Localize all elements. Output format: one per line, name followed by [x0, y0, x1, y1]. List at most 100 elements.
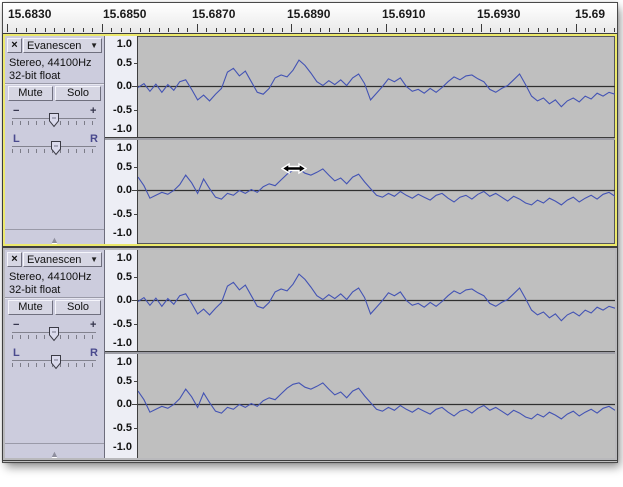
chevron-down-icon: ▼ [90, 255, 98, 264]
waveform-line [138, 59, 615, 108]
gain-slider-thumb[interactable] [48, 326, 60, 342]
close-track-button[interactable]: × [7, 252, 22, 267]
close-track-button[interactable]: × [7, 38, 22, 53]
channel-divider[interactable] [105, 351, 615, 354]
scale-label: -1.0 [113, 441, 132, 453]
solo-button[interactable]: Solo [55, 86, 101, 101]
track-1-waveform-area[interactable] [138, 36, 615, 244]
timeline-tick [206, 28, 208, 32]
audacity-window: 15.6830 15.6850 15.6870 15.6890 15.6910 15.69… [2, 3, 618, 462]
pan-slider-thumb[interactable] [50, 354, 62, 370]
track-1-control-panel: × Evanescen ▼ Stereo, 44100Hz 32-bit flo… [5, 36, 105, 245]
pan-left-label: L [13, 347, 20, 359]
timeline-label: 15.6870 [192, 7, 236, 21]
panel-divider [5, 83, 104, 85]
timeline-tick [35, 28, 37, 32]
timeline-label: 15.6830 [8, 7, 52, 21]
track-title-menu[interactable]: Evanescen ▼ [23, 38, 102, 53]
scale-label: -0.5 [113, 104, 132, 116]
timeline-tick [234, 28, 236, 32]
waveform-left-channel[interactable] [138, 36, 615, 137]
track-format-line1: Stereo, 44100Hz [9, 271, 92, 283]
timeline-label: 15.6910 [382, 7, 426, 21]
collapse-track-button[interactable]: ▲ [5, 443, 104, 459]
scale-label: -0.5 [113, 422, 132, 434]
timeline-tick [471, 28, 473, 32]
timeline-tick [462, 28, 464, 32]
pan-right-label: R [90, 133, 98, 145]
scale-label: 0.0 [116, 398, 132, 410]
vertical-scale-ruler[interactable]: 1.0 0.5 0.0 -0.5 -1.0 1.0 0.5 0.0 -0.5 -1.0 [105, 250, 138, 458]
waveform-right-channel[interactable] [138, 354, 615, 455]
timeline-tick [604, 28, 606, 32]
scale-tick [134, 63, 137, 64]
timeline-label: 15.69 [575, 7, 606, 21]
timeline-tick [253, 28, 255, 32]
timeline-tick [395, 28, 397, 32]
timeline-tick [566, 28, 568, 32]
timeline-tick [7, 24, 8, 32]
timeline-tick [518, 28, 520, 32]
scale-tick [132, 300, 137, 301]
timeline-ruler[interactable]: 15.6830 15.6850 15.6870 15.6890 15.6910 15.69… [3, 3, 617, 34]
timeline-tick [281, 28, 283, 32]
track-title: Evanescen [27, 253, 82, 266]
vertical-scale-ruler[interactable]: 1.0 0.5 0.0 -0.5 -1.0 1.0 0.5 0.0 -0.5 -1.0 [105, 36, 138, 244]
pan-slider-thumb[interactable] [50, 140, 62, 156]
mute-button[interactable]: Mute [8, 300, 53, 315]
timeline-tick [376, 28, 378, 32]
timeline-tick [158, 28, 160, 32]
timeline-tick [414, 28, 416, 32]
timeline-label: 15.6890 [287, 7, 331, 21]
timeline-tick [452, 28, 454, 32]
mute-button[interactable]: Mute [8, 86, 53, 101]
scale-label: 0.5 [116, 375, 132, 387]
timeline-tick [528, 28, 530, 32]
track-2-control-panel: × Evanescen ▼ Stereo, 44100Hz 32-bit flo… [5, 250, 105, 459]
track-2-waveform-area[interactable] [138, 250, 615, 458]
timeline-tick [16, 28, 18, 32]
timeline-tick [177, 28, 179, 32]
scale-tick [134, 167, 137, 168]
timeline-tick [547, 28, 549, 32]
scale-tick [134, 324, 137, 325]
timeline-tick [443, 28, 445, 32]
scale-label: 1.0 [116, 38, 132, 50]
timeline-tick [54, 28, 56, 32]
waveform-right-channel[interactable] [138, 140, 615, 241]
waveform-left-channel[interactable] [138, 250, 615, 351]
timeline-tick [92, 28, 94, 32]
timeline-tick [149, 28, 151, 32]
timeline-tick [300, 28, 302, 32]
scale-tick [134, 428, 137, 429]
timeline-tick [556, 28, 558, 32]
timeline-tick [386, 24, 388, 32]
timeline-tick [499, 28, 501, 32]
timeline-tick [481, 24, 482, 32]
solo-button[interactable]: Solo [55, 300, 101, 315]
collapse-track-button[interactable]: ▲ [5, 229, 104, 245]
timeline-tick [244, 28, 245, 32]
timeline-tick [575, 24, 577, 32]
pan-left-label: L [13, 133, 20, 145]
chevron-down-icon: ▼ [90, 41, 98, 50]
gain-plus-label: + [90, 319, 97, 331]
waveform-line [138, 168, 615, 206]
timeline-tick [139, 28, 141, 32]
timeline-tick [196, 24, 198, 32]
timeline-tick [537, 28, 539, 32]
track-title-menu[interactable]: Evanescen ▼ [23, 252, 102, 267]
gain-slider-thumb[interactable] [48, 112, 60, 128]
collapse-icon: ▲ [50, 449, 59, 459]
timeline-tick [357, 28, 359, 32]
timeline-tick [490, 28, 492, 32]
scale-label: 0.5 [116, 57, 132, 69]
scale-label: 0.0 [116, 294, 132, 306]
timeline-tick [424, 28, 426, 32]
scale-tick [134, 214, 137, 215]
timeline-tick [367, 28, 369, 32]
scale-label: 0.0 [116, 184, 132, 196]
track-1: × Evanescen ▼ Stereo, 44100Hz 32-bit flo… [2, 33, 618, 247]
timeline-tick [509, 28, 511, 32]
channel-divider[interactable] [105, 137, 615, 140]
